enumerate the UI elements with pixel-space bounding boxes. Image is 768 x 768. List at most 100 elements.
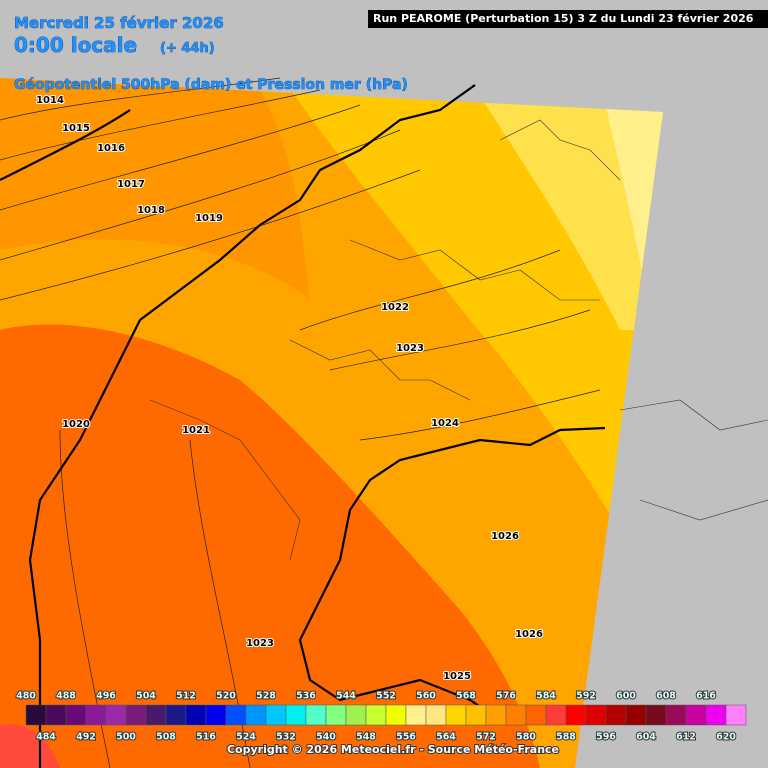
colorbar-label: 608	[656, 691, 676, 702]
colorbar-swatch	[205, 704, 227, 726]
isobar-label: 1024	[431, 418, 459, 429]
isobar-label: 1025	[443, 671, 471, 682]
colorbar-label: 484	[36, 732, 56, 743]
isobar-label: 1020	[62, 419, 90, 430]
colorbar-label: 536	[296, 691, 316, 702]
colorbar-swatch	[425, 704, 447, 726]
colorbar-label: 556	[396, 732, 416, 743]
colorbar-swatch	[25, 704, 47, 726]
colorbar-swatch	[445, 704, 467, 726]
colorbar-label: 504	[136, 691, 156, 702]
colorbar-swatch	[645, 704, 667, 726]
colorbar-label: 576	[496, 691, 516, 702]
colorbar-swatch	[485, 704, 507, 726]
colorbar-swatch	[125, 704, 147, 726]
colorbar-swatch	[465, 704, 487, 726]
colorbar-label: 584	[536, 691, 556, 702]
colorbar-label: 616	[696, 691, 716, 702]
colorbar-swatch	[105, 704, 127, 726]
colorbar-swatch	[705, 704, 727, 726]
colorbar-label: 496	[96, 691, 116, 702]
colorbar-swatch	[405, 704, 427, 726]
colorbar-swatch	[305, 704, 327, 726]
isobar-label: 1019	[195, 213, 223, 224]
colorbar-swatch	[65, 704, 87, 726]
isobar-label: 1014	[36, 95, 64, 106]
colorbar-swatch	[685, 704, 707, 726]
colorbar-swatch	[285, 704, 307, 726]
band-576	[0, 78, 310, 300]
colorbar: 480 488 496 504 512 520 528 536 544 552 560 568 576 5…	[15, 690, 747, 744]
isobar-label: 1021	[182, 425, 210, 436]
colorbar-label: 604	[636, 732, 656, 743]
colorbar-swatch	[605, 704, 627, 726]
isobar-label: 1023	[246, 638, 274, 649]
colorbar-label: 568	[456, 691, 476, 702]
colorbar-label: 552	[376, 691, 396, 702]
colorbar-swatch	[365, 704, 387, 726]
isobar-label: 1018	[137, 205, 165, 216]
isobars	[0, 77, 601, 768]
colorbar-swatch	[665, 704, 687, 726]
colorbar-swatch	[625, 704, 647, 726]
run-info: Run PEAROME (Perturbation 15) 3 Z du Lun…	[373, 12, 754, 25]
colorbar-label: 516	[196, 732, 216, 743]
colorbar-swatch	[165, 704, 187, 726]
colorbar-swatch	[545, 704, 567, 726]
colorbar-label: 572	[476, 732, 496, 743]
isobar-label: 1026	[515, 629, 543, 640]
colorbar-swatch	[565, 704, 587, 726]
colorbar-label: 592	[576, 691, 596, 702]
colorbar-label: 528	[256, 691, 276, 702]
borders	[0, 84, 606, 768]
colorbar-swatch	[525, 704, 547, 726]
colorbar-swatch	[85, 704, 107, 726]
colorbar-swatch	[325, 704, 347, 726]
coastlines	[149, 119, 768, 561]
isobar-label: 1017	[117, 179, 145, 190]
colorbar-label: 520	[216, 691, 236, 702]
colorbar-label: 508	[156, 732, 176, 743]
colorbar-label: 580	[516, 732, 536, 743]
isobar-label: 1016	[97, 143, 125, 154]
isobar-label: 1023	[396, 343, 424, 354]
colorbar-label: 512	[176, 691, 196, 702]
colorbar-swatch	[225, 704, 247, 726]
time: 0:00 locale	[14, 33, 137, 57]
colorbar-label: 532	[276, 732, 296, 743]
colorbar-label: 544	[336, 691, 356, 702]
colorbar-label: 612	[676, 732, 696, 743]
colorbar-label: 564	[436, 732, 456, 743]
colorbar-swatch	[45, 704, 67, 726]
band-560	[600, 80, 663, 320]
colorbar-label: 600	[616, 691, 636, 702]
colorbar-swatch	[385, 704, 407, 726]
colorbar-swatch	[585, 704, 607, 726]
colorbar-swatch	[145, 704, 167, 726]
colorbar-swatch	[505, 704, 527, 726]
run-box	[368, 10, 768, 28]
colorbar-label: 560	[416, 691, 436, 702]
colorbar-swatch	[345, 704, 367, 726]
colorbar-label: 596	[596, 732, 616, 743]
copyright: Copyright © 2026 Meteociel.fr - Source M…	[227, 743, 559, 756]
band-584	[0, 724, 60, 768]
isobar-label: 1022	[381, 302, 409, 313]
parameter: Géopotentiel 500hPa (dam) et Pression me…	[14, 77, 408, 93]
colorbar-label: 488	[56, 691, 76, 702]
colorbar-swatch	[245, 704, 267, 726]
colorbar-swatch	[185, 704, 207, 726]
isobar-label: 1026	[491, 531, 519, 542]
band-580	[0, 324, 540, 768]
date: Mercredi 25 février 2026	[14, 14, 224, 32]
colorbar-label: 492	[76, 732, 96, 743]
lead-time: (+ 44h)	[160, 41, 215, 56]
colorbar-swatch	[265, 704, 287, 726]
isobar-labels: 1014 1015 1016 1017 1018 1019 1022 1023 1024 1020…	[35, 94, 544, 683]
colorbar-label: 620	[716, 732, 736, 743]
colorbar-swatch	[725, 704, 747, 726]
colorbar-label: 500	[116, 732, 136, 743]
colorbar-label: 524	[236, 732, 256, 743]
